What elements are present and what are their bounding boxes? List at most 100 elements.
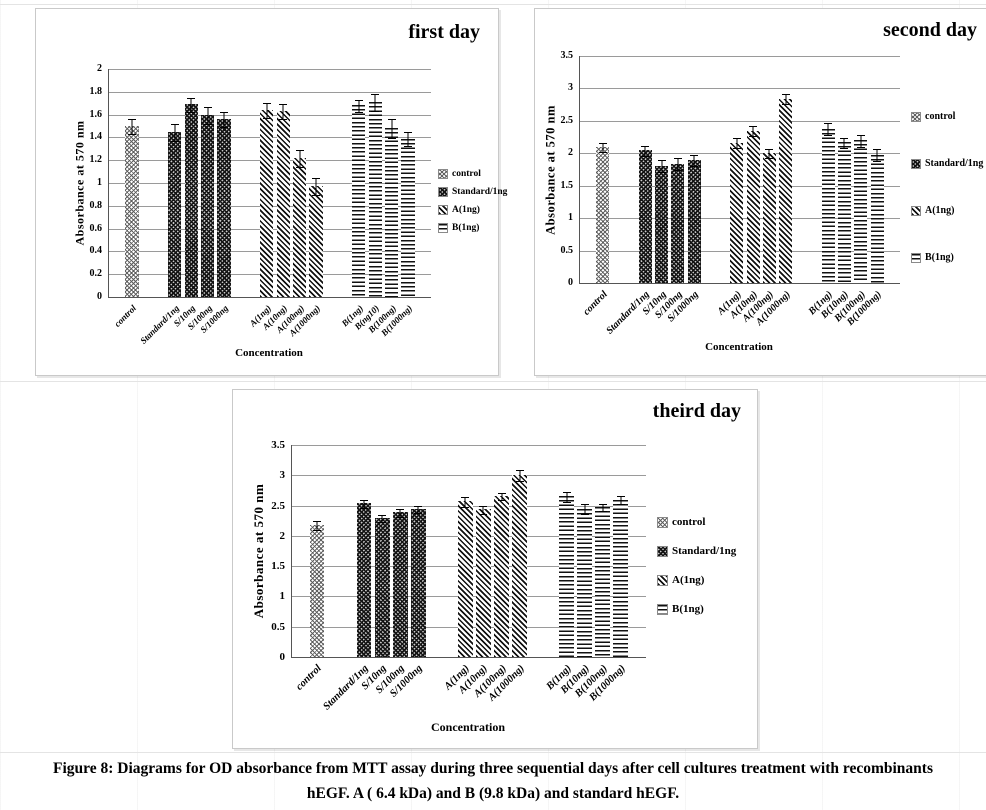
legend-swatch-icon xyxy=(438,187,448,197)
error-bar xyxy=(295,149,304,168)
bar-B(100ng) xyxy=(385,128,399,297)
legend-item-B(1ng): B(1ng) xyxy=(657,603,704,615)
figure-caption-line1: Figure 8: Diagrams for OD absorbance fro… xyxy=(53,760,933,777)
error-bar xyxy=(732,138,741,150)
bar-A(1000ng) xyxy=(309,186,323,297)
bar-A(1ng) xyxy=(458,501,473,657)
legend-item-A(1ng): A(1ng) xyxy=(911,205,954,216)
worksheet-row-gridline xyxy=(0,752,986,753)
bar-A(10ng) xyxy=(276,111,290,297)
worksheet-row-gridline xyxy=(0,381,986,382)
bar-A(100ng) xyxy=(762,153,776,283)
y-tick-label: 0.6 xyxy=(89,222,103,234)
error-bar xyxy=(404,131,412,148)
bar-B(1000ng) xyxy=(613,499,628,657)
bar-control xyxy=(310,524,325,657)
figure-caption: Figure 8: Diagrams for OD absorbance fro… xyxy=(0,756,986,806)
legend-label: A(1ng) xyxy=(452,205,480,215)
plot-area xyxy=(108,69,431,298)
plot-area xyxy=(579,56,900,284)
bar-A(1ng) xyxy=(730,142,744,283)
bar-S/10ng xyxy=(184,104,198,297)
legend-swatch-icon xyxy=(657,574,668,586)
legend-swatch-icon xyxy=(911,205,921,216)
error-bar xyxy=(170,123,179,142)
legend-label: control xyxy=(925,111,956,122)
y-tick-label: 1.6 xyxy=(89,108,103,120)
bar-B(ng10) xyxy=(368,102,382,297)
error-bar xyxy=(824,123,833,136)
error-bar xyxy=(371,94,380,113)
y-tick-label: 0 xyxy=(97,291,102,302)
y-gridline xyxy=(292,475,646,477)
y-tick-label: 3 xyxy=(279,469,286,482)
bar-A(100ng) xyxy=(494,495,509,657)
error-bar xyxy=(203,106,212,125)
error-bar xyxy=(641,145,650,157)
error-bar xyxy=(616,495,625,506)
error-bar xyxy=(781,94,790,106)
legend-swatch-icon xyxy=(438,223,448,233)
error-bar xyxy=(690,154,699,167)
y-tick-label: 0 xyxy=(279,651,286,663)
bar-A(1000ng) xyxy=(512,475,527,657)
error-bar xyxy=(396,508,405,518)
chart-first-day: first day Absorbance at 570 nm 0 0.2 0.4 0.6 0… xyxy=(35,8,507,376)
error-bar xyxy=(360,499,369,509)
y-tick-label: 0.4 xyxy=(89,245,103,257)
bar-S/1000ng xyxy=(217,119,231,297)
bar-A(10ng) xyxy=(476,509,491,657)
y-tick-label: 2.5 xyxy=(271,499,285,512)
x-axis-title: Concentration xyxy=(705,341,773,353)
legend-label: B(1ng) xyxy=(672,603,704,615)
y-gridline xyxy=(109,69,431,70)
x-axis-title: Concentration xyxy=(235,347,303,359)
bar-S/10ng xyxy=(655,165,669,283)
legend-swatch-icon xyxy=(657,516,668,528)
bar-B(10ng) xyxy=(837,142,851,283)
error-bar xyxy=(414,505,423,514)
bar-S/1000ng xyxy=(687,159,701,283)
legend-item-A(1ng): A(1ng) xyxy=(657,574,704,586)
bar-Standard/1ng xyxy=(357,503,372,657)
legend-label: A(1ng) xyxy=(925,205,955,216)
error-bar xyxy=(598,142,607,153)
chart-second-day: second day Absorbance at 570 nm 0 0.5 1 1.5 2 2… xyxy=(534,8,986,376)
error-bar xyxy=(673,158,682,171)
error-bar xyxy=(128,119,136,135)
error-bar xyxy=(856,135,865,148)
bar-B(1ng) xyxy=(352,105,366,297)
y-tick-label: 2 xyxy=(97,63,102,74)
bar-B(100ng) xyxy=(854,140,868,283)
y-tick-label: 1.4 xyxy=(89,131,103,143)
bar-S/100ng xyxy=(393,512,408,657)
bar-S/10ng xyxy=(375,518,390,657)
legend-label: Standard/1ng xyxy=(925,158,984,169)
chart-title: first day xyxy=(408,21,480,43)
error-bar xyxy=(840,137,849,149)
legend-label: Standard/1ng xyxy=(452,187,508,197)
y-tick-label: 1 xyxy=(97,177,102,188)
bar-A(100ng) xyxy=(293,157,307,297)
chart-theird-day: theird day Absorbance at 570 nm 0 0.5 1 1.5 2 2… xyxy=(232,389,758,749)
error-bar xyxy=(497,492,506,501)
bar-A(10ng) xyxy=(746,130,760,283)
legend-swatch-icon xyxy=(657,603,668,615)
legend-item-Standard/1ng: Standard/1ng xyxy=(438,187,507,197)
bar-B(1ng) xyxy=(559,496,574,657)
y-gridline xyxy=(580,88,900,90)
bar-B(1000ng) xyxy=(401,138,415,297)
legend-label: Standard/1ng xyxy=(672,545,737,557)
error-bar xyxy=(873,148,882,163)
y-tick-label: 3.5 xyxy=(271,439,285,451)
legend-item-control: control xyxy=(438,169,481,179)
bar-A(1ng) xyxy=(260,110,274,297)
error-bar xyxy=(580,503,589,516)
error-bar xyxy=(378,515,387,524)
legend-item-Standard/1ng: Standard/1ng xyxy=(911,158,983,169)
error-bar xyxy=(657,160,666,173)
error-bar xyxy=(262,103,271,119)
y-tick-label: 1.5 xyxy=(271,560,285,573)
error-bar xyxy=(187,97,196,114)
bar-B(10ng) xyxy=(577,508,592,657)
